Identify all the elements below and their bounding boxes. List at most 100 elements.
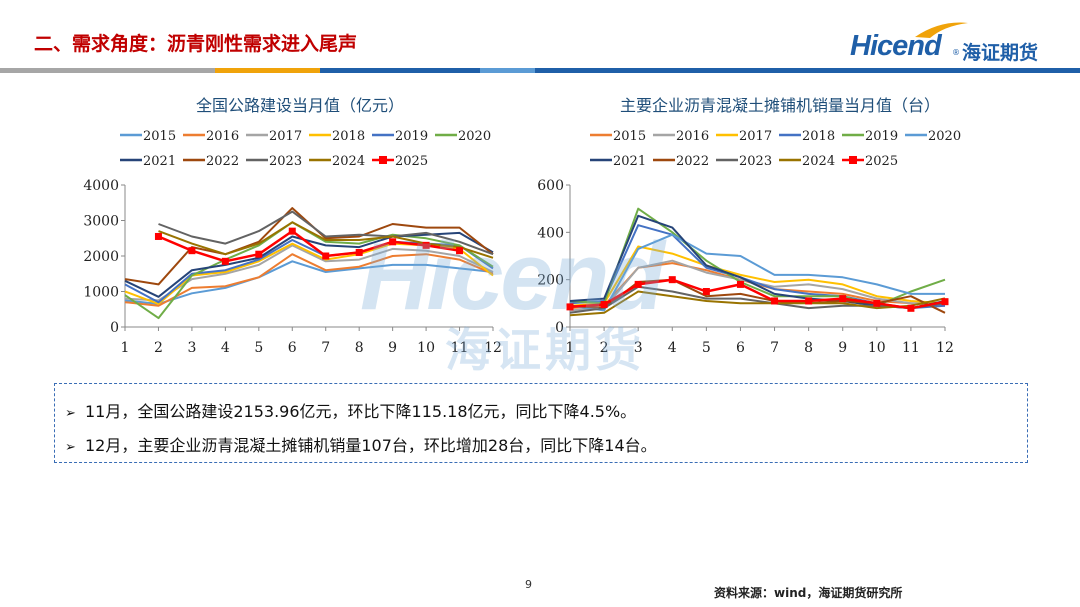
data-point-2025 — [941, 298, 949, 306]
legend-label: 2016 — [676, 129, 709, 144]
legend-item-2022: 2022 — [183, 154, 239, 169]
x-tick-label: 9 — [838, 340, 847, 356]
page-number: 9 — [525, 578, 532, 591]
series-line-2024 — [569, 290, 946, 317]
data-point-2025 — [702, 288, 710, 295]
x-tick-label: 1 — [121, 340, 130, 356]
y-tick-label: 0 — [555, 320, 564, 336]
legend-label: 2025 — [395, 154, 428, 169]
x-tick-label: 1 — [566, 340, 575, 356]
x-tick-label: 8 — [804, 340, 813, 356]
series-line-2016 — [124, 253, 494, 307]
legend-label: 2022 — [206, 154, 239, 169]
x-tick-label: 3 — [187, 340, 196, 356]
series-line-2020 — [569, 233, 945, 312]
legend-label: 2019 — [395, 129, 428, 144]
data-point-2025 — [422, 241, 430, 249]
legend-item-2016: 2016 — [183, 129, 239, 144]
x-tick-label: 10 — [868, 340, 886, 356]
legend-label: 2018 — [802, 129, 835, 144]
y-tick-label: 200 — [537, 273, 564, 289]
logo-registered-mark: ® — [952, 48, 960, 57]
data-point-2025 — [873, 299, 881, 307]
notes-box: ➢ 11月，全国公路建设2153.96亿元，环比下降115.18亿元，同比下降4.… — [54, 383, 1028, 463]
legend-label: 2018 — [332, 129, 365, 144]
legend-label: 2024 — [332, 154, 365, 169]
series-line-2023 — [158, 210, 494, 256]
data-point-2025 — [668, 276, 676, 284]
legend-label: 2021 — [613, 154, 646, 169]
legend-item-2019: 2019 — [372, 129, 428, 144]
note-paver: ➢ 12月，主要企业沥青混凝土摊铺机销量107台，环比增加28台，同比下降14台。 — [65, 432, 657, 456]
legend-label: 2019 — [865, 129, 898, 144]
legend-item-2025: 2025 — [842, 154, 898, 169]
x-tick-label: 3 — [634, 340, 643, 356]
series-line-2019 — [124, 239, 494, 304]
x-tick-label: 7 — [770, 340, 779, 356]
x-tick-label: 12 — [484, 340, 502, 356]
series-line-2023 — [569, 285, 946, 314]
legend-label: 2015 — [613, 129, 646, 144]
series-line-2015 — [124, 260, 494, 305]
x-tick-label: 6 — [736, 340, 745, 356]
x-tick-label: 4 — [221, 340, 230, 356]
legend-item-2016: 2016 — [653, 129, 709, 144]
legend-label: 2022 — [676, 154, 709, 169]
y-tick-label: 600 — [537, 178, 564, 194]
x-tick-label: 2 — [154, 340, 163, 356]
series-line-2024 — [158, 221, 494, 259]
legend-item-2015: 2015 — [120, 129, 176, 144]
chart-title-highway: 全国公路建设当月值（亿元） — [195, 96, 404, 115]
y-tick-label: 2000 — [83, 249, 119, 265]
data-point-2025 — [288, 227, 296, 235]
legend-item-2017: 2017 — [246, 129, 302, 144]
legend-label: 2020 — [928, 129, 961, 144]
data-point-2025 — [355, 248, 363, 256]
logo-wing-icon — [915, 22, 968, 38]
y-tick-label: 1000 — [83, 285, 119, 301]
legend-label: 2024 — [802, 154, 835, 169]
legend-label: 2021 — [143, 154, 176, 169]
data-point-2025 — [907, 304, 915, 312]
data-point-2025 — [634, 280, 642, 288]
x-tick-label: 6 — [288, 340, 297, 356]
series-line-2017 — [569, 245, 946, 307]
legend-item-2022: 2022 — [653, 154, 709, 169]
note-arrow-icon: ➢ — [65, 440, 76, 455]
legend-item-2025: 2025 — [372, 154, 428, 169]
y-tick-label: 0 — [110, 320, 119, 336]
x-tick-label: 8 — [355, 340, 364, 356]
x-tick-label: 4 — [668, 340, 677, 356]
data-point-2025 — [805, 297, 813, 305]
note-text: 11月，全国公路建设2153.96亿元，环比下降115.18亿元，同比下降4.5… — [85, 402, 637, 421]
legend-label: 2017 — [269, 129, 302, 144]
y-tick-label: 4000 — [83, 178, 119, 194]
series-line-2025 — [569, 278, 946, 310]
hicend-logo: Hicend ® 海证期货 — [850, 22, 1060, 70]
note-highway: ➢ 11月，全国公路建设2153.96亿元，环比下降115.18亿元，同比下降4.… — [65, 398, 636, 422]
legend-item-2023: 2023 — [716, 154, 772, 169]
series-line-2025 — [158, 229, 460, 263]
logo-text-cn: 海证期货 — [962, 42, 1039, 64]
legend-label: 2020 — [458, 129, 491, 144]
x-tick-label: 10 — [417, 340, 435, 356]
data-point-2025 — [389, 238, 397, 246]
header-stripe-gray — [0, 68, 215, 73]
data-point-2025 — [456, 247, 464, 255]
header-stripe-light — [480, 68, 535, 73]
legend-item-2021: 2021 — [590, 154, 646, 169]
note-arrow-icon: ➢ — [65, 406, 76, 421]
data-point-2025 — [255, 250, 263, 258]
legend-label: 2025 — [865, 154, 898, 169]
legend-item-2021: 2021 — [120, 154, 176, 169]
legend-label: 2017 — [739, 129, 772, 144]
y-tick-label: 3000 — [83, 214, 119, 230]
legend-label: 2023 — [269, 154, 302, 169]
chart-title-paver: 主要企业沥青混凝土摊铺机销量当月值（台） — [619, 96, 940, 115]
legend-item-2017: 2017 — [716, 129, 772, 144]
header-stripe-orange — [215, 68, 320, 73]
header-stripe-blue-right — [535, 68, 1080, 73]
data-point-2025 — [322, 252, 330, 260]
slide-title: 二、需求角度：沥青刚性需求进入尾声 — [34, 33, 358, 55]
x-tick-label: 11 — [902, 340, 920, 356]
